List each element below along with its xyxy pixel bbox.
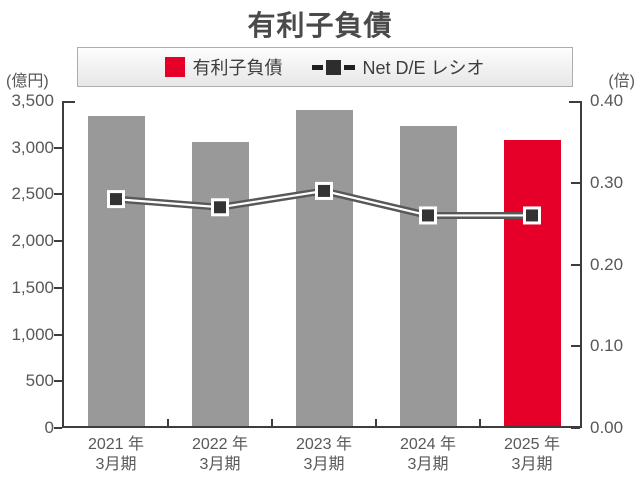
left-axis-tick <box>54 193 62 196</box>
left-axis-tick-label: 500 <box>25 371 54 391</box>
legend-line-label: Net D/E レシオ <box>362 58 485 78</box>
x-axis-tick <box>271 419 273 426</box>
left-axis-tick-label: 0 <box>44 418 54 437</box>
line-marker <box>107 190 125 209</box>
left-axis-tick <box>54 240 62 243</box>
right-axis-tick <box>571 345 580 348</box>
line-marker <box>419 206 437 225</box>
left-axis-top-tick <box>64 101 75 103</box>
line-marker <box>523 206 541 225</box>
left-axis-tick-label: 1,500 <box>11 277 54 297</box>
left-axis-tick <box>54 286 62 289</box>
net-de-ratio-line <box>107 181 541 225</box>
right-axis-tick-label: 0.30 <box>590 172 624 192</box>
left-axis-tick-label: 3,000 <box>11 137 54 157</box>
bar-series-swatch-icon <box>165 57 186 77</box>
left-axis-tick-label: 3,500 <box>11 91 54 110</box>
line-marker <box>211 198 229 217</box>
x-axis-category-label: 2022 年 3月期 <box>191 436 249 473</box>
left-axis-tick-label: 1,000 <box>11 324 54 344</box>
right-axis-tick <box>571 263 580 266</box>
left-axis-tick-label: 2,000 <box>11 231 54 251</box>
right-axis-tick <box>571 427 580 429</box>
left-axis-tick-label: 2,500 <box>11 184 54 204</box>
x-axis-category-label: 2023 年 3月期 <box>295 436 353 473</box>
x-axis-category-label: 2021 年 3月期 <box>87 436 145 473</box>
line-series-marker-icon <box>312 59 356 75</box>
bar-2021 年 <box>87 115 145 426</box>
bar-2025 年 <box>503 140 561 426</box>
left-axis-tick <box>54 427 62 429</box>
bar-2022 年 <box>191 141 249 426</box>
x-axis-tick <box>167 419 169 426</box>
x-axis-tick <box>375 419 377 426</box>
left-axis-tick <box>54 380 62 383</box>
legend-item-line: Net D/E レシオ <box>312 54 485 80</box>
line-marker <box>315 181 333 200</box>
right-axis-tick-label: 0.00 <box>590 418 624 437</box>
x-axis-tick <box>479 419 481 426</box>
right-axis-tick-label: 0.20 <box>590 254 624 274</box>
right-axis-top-tick <box>569 101 580 103</box>
legend-item-bar: 有利子負債 <box>165 54 282 80</box>
left-axis-tick <box>54 146 62 149</box>
right-axis-tick <box>571 181 580 184</box>
bar-2023 年 <box>295 110 353 426</box>
left-axis-unit: (億円) <box>6 73 49 90</box>
right-axis-tick-label: 0.10 <box>590 336 624 356</box>
bar-2024 年 <box>399 126 457 426</box>
legend-box: 有利子負債 Net D/E レシオ <box>77 47 573 87</box>
left-axis-tick <box>54 333 62 336</box>
plot-area: 3,500 3,000 2,500 2,000 1,500 1,000 500 0 0.40 0.… <box>11 91 623 473</box>
x-axis-category-label: 2024 年 3月期 <box>399 436 457 473</box>
x-axis-category-label: 2025 年 3月期 <box>503 436 561 473</box>
chart-title: 有利子負債 <box>247 10 393 41</box>
right-axis-unit: (倍) <box>608 73 635 90</box>
right-axis-tick-label: 0.40 <box>590 91 624 110</box>
legend-bar-label: 有利子負債 <box>192 58 283 78</box>
